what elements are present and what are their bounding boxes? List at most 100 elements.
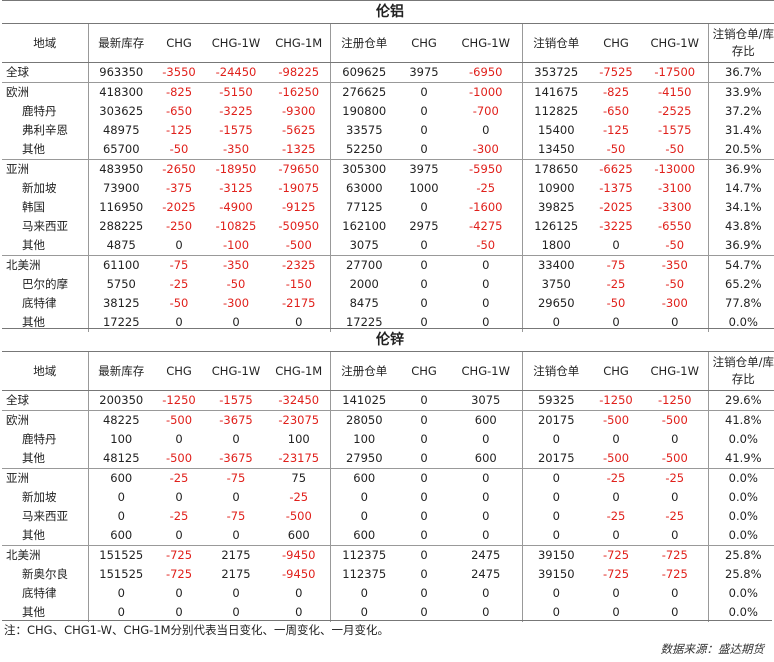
value-cell: 0 — [420, 586, 428, 600]
value-cell: 0 — [482, 509, 490, 523]
value-cell: 600 — [450, 410, 522, 430]
value-cell: -50950 — [278, 219, 320, 233]
value-cell: -25 — [642, 468, 708, 488]
value-cell: 0 — [612, 315, 620, 329]
column-header: CHG-1M — [268, 23, 330, 63]
table-row: 底特律 38125 -50 -300 -2175 8475 0 0 29650 -50 -300 77… — [2, 294, 774, 313]
subregion-cell: 鹿特丹 — [22, 104, 57, 118]
value-cell: -2025 — [162, 200, 196, 214]
value-cell: 600 — [287, 528, 310, 542]
subregion-cell: 马来西亚 — [22, 509, 68, 523]
value-cell: 151525 — [87, 545, 154, 565]
value-cell: -500 — [285, 509, 312, 523]
value-cell: 0 — [482, 296, 490, 310]
value-cell: 29.6% — [707, 390, 774, 411]
value-cell: 963350 — [87, 62, 154, 83]
table-row: 欧洲 418300 -825 -5150 -16250 276625 0 -1000 14167… — [2, 82, 774, 102]
subregion-cell: 底特律 — [22, 586, 57, 600]
value-cell: 39150 — [521, 545, 590, 565]
value-cell: 31.4% — [707, 121, 774, 140]
value-cell: 288225 — [87, 217, 154, 236]
column-header: CHG-1W — [204, 23, 268, 63]
value-cell: -725 — [590, 545, 642, 565]
table-row: 亚洲 600 -25 -75 75 600 0 0 0 -25 -25 0.0% — [2, 468, 774, 488]
value-cell: 3750 — [521, 275, 590, 294]
value-cell: -50 — [665, 142, 685, 156]
value-cell: 48125 — [87, 449, 154, 469]
value-cell: 1000 — [409, 181, 439, 195]
value-cell: -25 — [289, 490, 309, 504]
value-cell: 34.1% — [707, 198, 774, 217]
value-cell: 0 — [420, 432, 428, 446]
value-cell: -725 — [154, 545, 204, 565]
value-cell: 0 — [175, 490, 183, 504]
value-cell: 33.9% — [707, 82, 774, 102]
value-cell: 609625 — [329, 62, 398, 83]
value-cell: 15400 — [521, 121, 590, 140]
column-header: CHG — [590, 23, 642, 63]
value-cell: -2525 — [658, 104, 692, 118]
column-header: CHG-1W — [450, 23, 522, 63]
value-cell: 0 — [232, 490, 240, 504]
column-header: 注册仓单 — [329, 351, 398, 391]
value-cell: 2475 — [450, 545, 522, 565]
value-cell: -3225 — [219, 104, 253, 118]
value-cell: 0 — [87, 507, 154, 526]
value-cell: 162100 — [329, 217, 398, 236]
value-cell: 38125 — [87, 294, 154, 313]
value-cell: -6950 — [469, 65, 503, 79]
column-header: 注销仓单 — [521, 351, 590, 391]
table-row: 马来西亚 0 -25 -75 -500 0 0 0 0 -25 -25 0.0% — [2, 507, 774, 526]
value-cell: 0 — [420, 315, 428, 329]
table-row: 其他 4875 0 -100 -500 3075 0 -50 1800 0 -50 36.9% — [2, 236, 774, 256]
value-cell: 17225 — [87, 313, 154, 332]
value-cell: -125 — [602, 123, 630, 137]
value-cell: -3675 — [219, 451, 253, 465]
value-cell: 0 — [482, 432, 490, 446]
value-cell: 52250 — [329, 140, 398, 160]
region-cell: 欧洲 — [2, 82, 88, 102]
value-cell: 0 — [482, 605, 490, 619]
value-cell: 0 — [175, 238, 183, 252]
value-cell: 600 — [87, 526, 154, 546]
value-cell: 0 — [398, 410, 450, 430]
value-cell: -2175 — [282, 296, 316, 310]
value-cell: -75 — [590, 255, 642, 275]
value-cell: 41.9% — [707, 449, 774, 469]
value-cell: -500 — [165, 451, 193, 465]
table-row: 其他 65700 -50 -350 -1325 52250 0 -300 13450 -50 -50… — [2, 140, 774, 160]
value-cell: -98225 — [278, 65, 320, 79]
value-cell: -3100 — [658, 181, 692, 195]
table-row: 全球 963350 -3550 -24450 -98225 609625 3975 -6950… — [2, 62, 774, 83]
value-cell: 0.0% — [707, 584, 774, 603]
table-title-row: 伦锌 — [2, 328, 774, 352]
subregion-cell: 弗利辛恩 — [22, 123, 68, 137]
value-cell: -75 — [154, 255, 204, 275]
subregion-cell: 其他 — [22, 238, 45, 252]
value-cell: 0 — [671, 490, 679, 504]
value-cell: 0 — [175, 605, 183, 619]
value-cell: 0 — [232, 528, 240, 542]
value-cell: 303625 — [87, 102, 154, 121]
value-cell: 61100 — [87, 255, 154, 275]
value-cell: 28050 — [329, 410, 398, 430]
value-cell: 141675 — [521, 82, 590, 102]
value-cell: 418300 — [87, 82, 154, 102]
value-cell: 39150 — [521, 565, 590, 584]
value-cell: -500 — [661, 451, 688, 465]
value-cell: -5150 — [204, 82, 268, 102]
table-title-row: 伦铝 — [2, 0, 774, 24]
value-cell: -1250 — [599, 393, 633, 407]
value-cell: -825 — [154, 82, 204, 102]
value-cell: -725 — [661, 567, 688, 581]
value-cell: 600 — [87, 468, 154, 488]
table-row: 欧洲 48225 -500 -3675 -23075 28050 0 600 20175 -500… — [2, 410, 774, 430]
value-cell: 0 — [420, 528, 428, 542]
value-cell: 0 — [420, 277, 428, 291]
value-cell: 141025 — [329, 390, 398, 411]
value-cell: -300 — [472, 142, 499, 156]
value-cell: 100 — [87, 430, 154, 449]
value-cell: 43.8% — [707, 217, 774, 236]
value-cell: 2975 — [409, 219, 439, 233]
value-cell: -75 — [204, 468, 268, 488]
